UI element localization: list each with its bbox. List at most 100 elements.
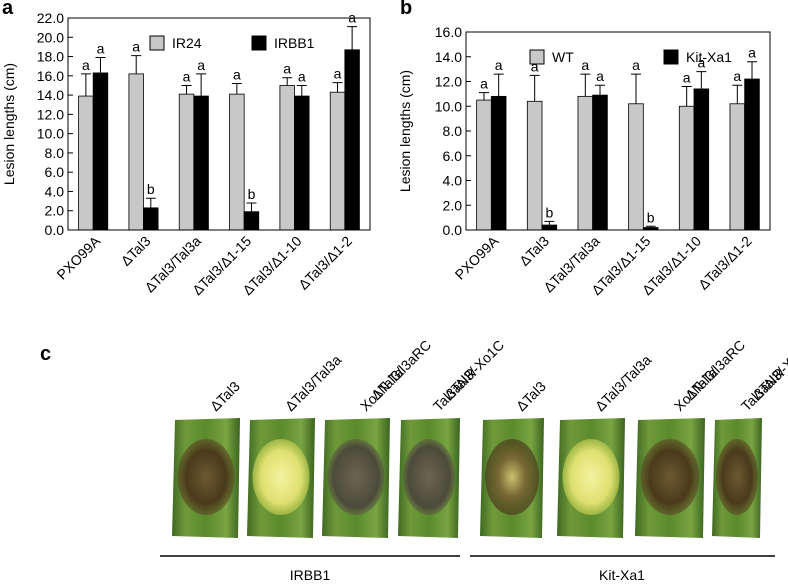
significance-letter: b [147,181,155,197]
y-tick-label: 8.0 [443,123,463,139]
bar [243,211,260,231]
legend-swatch [149,35,165,51]
significance-letter: a [480,76,488,92]
y-tick-label: 0.0 [443,222,463,238]
error-bar [347,26,358,50]
error-bar [747,61,758,80]
error-bar [181,84,192,95]
significance-letter: a [531,58,539,74]
significance-letter: a [697,55,705,71]
error-bar [131,55,142,74]
error-bar [231,83,242,95]
y-tick-label: 22.0 [37,10,64,26]
bar [678,105,695,231]
y-tick-label: 2.0 [443,197,463,213]
y-tick-label: 10.0 [435,98,462,114]
error-bar [696,71,707,89]
bar [526,100,543,231]
y-tick-label: 16.0 [37,68,64,84]
significance-letter: a [581,57,589,73]
significance-letter: a [183,68,191,84]
y-tick-label: 4.0 [45,183,65,199]
error-bar [529,74,540,102]
lesion [402,439,456,515]
y-tick-label: 0.0 [45,222,65,238]
y-tick-label: 6.0 [443,148,463,164]
y-tick-label: 6.0 [45,164,65,180]
error-bar [95,57,106,73]
significance-letter: a [748,45,756,61]
legend-label: WT [552,49,574,65]
leaf-label: Tal3aNR-Xo1C [430,337,507,414]
significance-letter: a [733,68,741,84]
significance-letter: a [197,57,205,73]
bar [78,95,94,231]
error-bar [493,73,504,97]
leaf-label: Xo1N-Tal3aRC [357,337,434,414]
group-label: IRBB1 [290,567,331,583]
significance-letter: a [298,68,306,84]
significance-letter: a [82,57,90,73]
significance-letter: a [283,61,291,77]
bar [344,49,360,231]
significance-letter: a [97,41,105,57]
lesion [640,439,700,515]
bar [143,207,159,231]
leaf-label: ΔTal3/Tal3a [592,351,655,414]
error-bar [645,225,656,228]
y-axis-label: Lesion lengths (cm) [397,70,413,192]
bar [279,85,295,231]
x-tick-label: PXO99A [53,232,103,282]
bar [577,95,594,231]
panel-label: b [400,0,412,19]
bar [490,95,507,231]
y-tick-label: 20.0 [37,29,64,45]
significance-letter: a [596,68,604,84]
lesion [252,439,310,515]
lesion [716,439,758,515]
error-bar [478,92,489,101]
legend-swatch [663,49,679,65]
significance-letter: a [683,69,691,85]
bar [229,93,245,231]
error-bar [296,84,307,97]
bar [178,93,195,231]
lesion [562,439,620,515]
error-bar [630,73,641,104]
y-tick-label: 4.0 [443,173,463,189]
error-bar [80,73,91,97]
x-tick-label: ΔTal3 [516,233,552,269]
significance-letter: a [495,57,503,73]
legend-swatch [529,49,545,65]
y-tick-label: 16.0 [435,24,462,40]
x-tick-label: ΔTal3/Δ1-2 [295,233,355,293]
significance-letter: a [233,67,241,83]
leaf-label: ΔTal3 [207,378,243,414]
x-tick-label: ΔTal3/Δ1-2 [695,233,755,293]
error-bar [332,82,343,93]
error-bar [544,220,555,226]
y-tick-label: 14.0 [37,87,64,103]
y-tick-label: 2.0 [45,203,65,219]
y-tick-label: 8.0 [45,145,65,161]
error-bar [681,85,692,107]
x-tick-label: ΔTal3 [118,233,154,269]
legend-label: Kit-Xa1 [686,49,732,65]
significance-letter: b [248,186,256,202]
panel-label: c [40,343,51,365]
leaf-label: ΔTal3 [513,378,549,414]
y-tick-label: 14.0 [435,49,462,65]
bar [744,78,760,231]
error-bar [145,197,156,208]
bar [92,72,109,231]
lesion [327,439,385,515]
leaf-label: ΔTal3/Tal3a [282,351,345,414]
lesion [485,439,539,515]
error-bar [732,84,743,104]
significance-letter: a [334,66,342,82]
error-bar [595,84,606,96]
y-axis-label: Lesion lengths (cm) [1,63,17,185]
bar [592,94,608,231]
error-bar [282,77,293,86]
